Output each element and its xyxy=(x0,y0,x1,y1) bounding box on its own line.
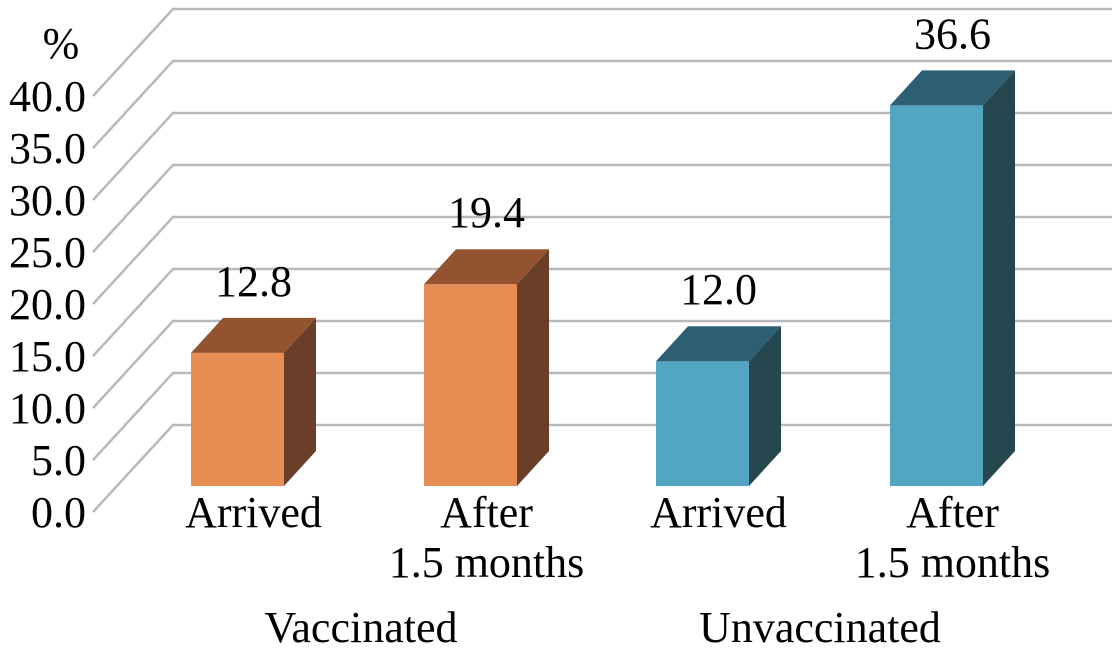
bar-value-label: 19.4 xyxy=(448,188,525,237)
bar-side-vaccinated-after xyxy=(517,249,549,486)
bar-top-unvaccinated-after xyxy=(890,70,1015,106)
labels-layer: 0.05.010.015.020.025.030.035.040.0 12.8 Ar… xyxy=(9,9,1050,648)
bar-front-vaccinated-after xyxy=(424,284,517,486)
y-axis-tick-label: 5.0 xyxy=(31,436,86,485)
gridline xyxy=(92,371,1112,461)
bar-front-unvaccinated-after xyxy=(890,105,983,487)
percent-axis-label: % xyxy=(43,19,80,68)
group-label-unvaccinated: Unvaccinated xyxy=(699,603,941,648)
bar-value-label: 36.6 xyxy=(914,9,991,58)
y-axis-tick-label: 25.0 xyxy=(9,228,86,277)
y-axis-tick-label: 40.0 xyxy=(9,72,86,121)
bar-value-label: 12.0 xyxy=(680,265,757,314)
gridline xyxy=(92,319,1112,409)
bar-side-unvaccinated-arrived xyxy=(749,326,781,486)
bar-value-label: 12.8 xyxy=(215,257,292,306)
category-label: 1.5 months xyxy=(389,538,585,587)
bar-side-unvaccinated-after xyxy=(983,70,1015,487)
bar-top-vaccinated-after xyxy=(424,249,549,285)
bar-top-unvaccinated-arrived xyxy=(656,326,781,362)
gridline xyxy=(92,111,1112,201)
gridline xyxy=(92,59,1112,149)
bar-front-vaccinated-arrived xyxy=(191,352,284,486)
y-axis-tick-label: 20.0 xyxy=(9,280,86,329)
y-axis-tick-label: 0.0 xyxy=(31,488,86,537)
y-axis-tick-label: 10.0 xyxy=(9,384,86,433)
bar-front-unvaccinated-arrived xyxy=(656,361,749,486)
gridline xyxy=(92,423,1112,513)
gridlines-layer xyxy=(92,7,1112,513)
bar-side-vaccinated-arrived xyxy=(284,317,316,486)
category-label: Arrived xyxy=(185,488,322,537)
y-axis-tick-label: 15.0 xyxy=(9,332,86,381)
gridline xyxy=(92,7,1112,97)
y-axis-tick-label: 35.0 xyxy=(9,124,86,173)
category-label: After xyxy=(440,488,533,537)
gridline xyxy=(92,215,1112,305)
bars-layer xyxy=(191,70,1015,487)
group-label-vaccinated: Vaccinated xyxy=(265,603,458,648)
y-axis-tick-label: 30.0 xyxy=(9,176,86,225)
bar-top-vaccinated-arrived xyxy=(191,317,316,353)
category-label: After xyxy=(906,488,999,537)
category-label: Arrived xyxy=(650,488,787,537)
category-label: 1.5 months xyxy=(855,538,1051,587)
gridline xyxy=(92,163,1112,253)
gridline xyxy=(92,267,1112,357)
